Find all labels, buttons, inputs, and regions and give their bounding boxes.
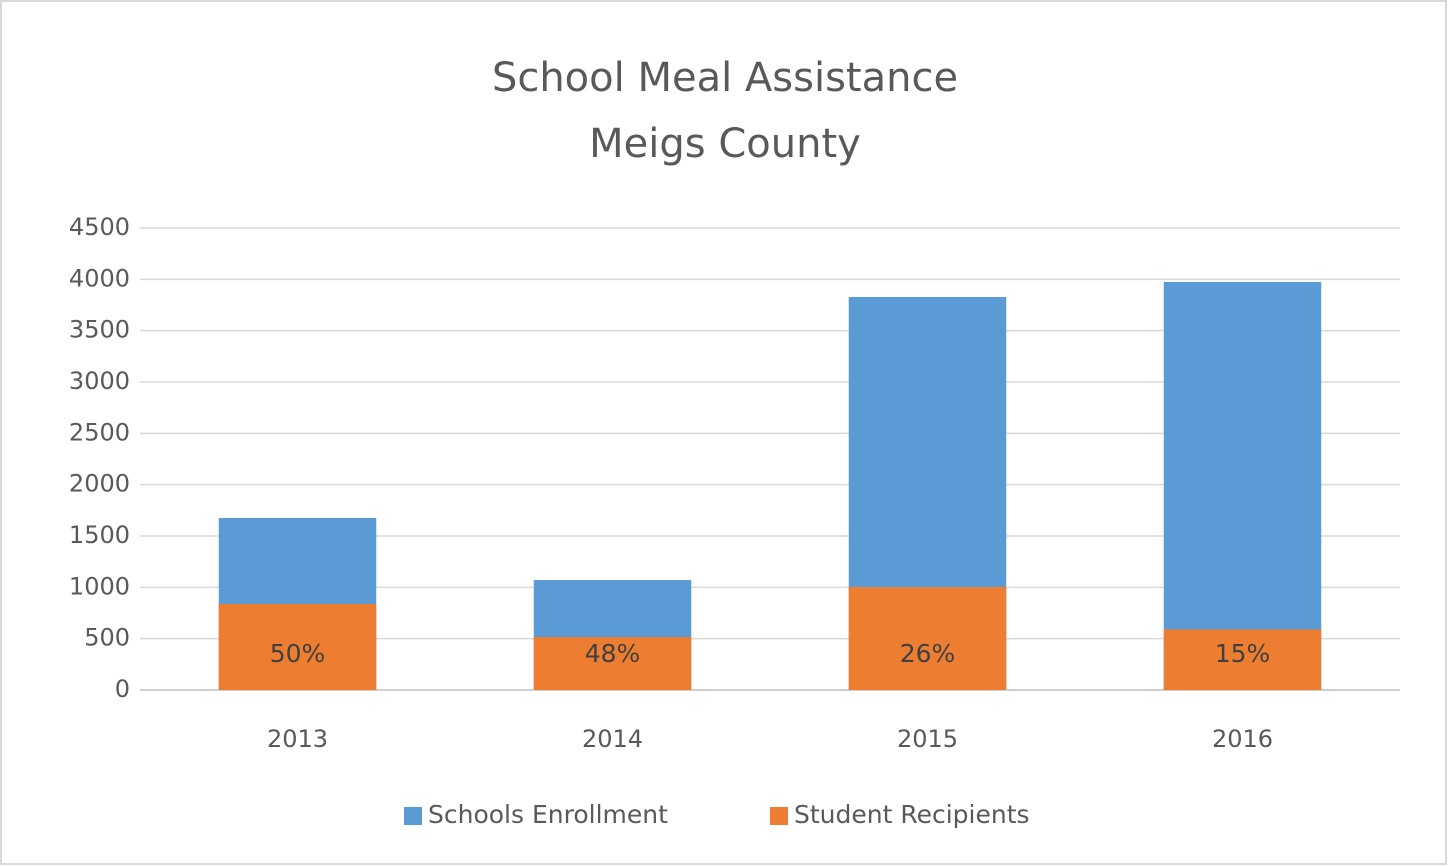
- chart-title: School Meal Assistance: [492, 55, 958, 101]
- x-tick-label: 2015: [897, 725, 958, 753]
- y-tick-label: 1000: [69, 572, 130, 600]
- y-tick-label: 4000: [69, 264, 130, 292]
- x-tick-label: 2016: [1212, 725, 1273, 753]
- y-tick-label: 500: [84, 624, 130, 652]
- x-tick-label: 2013: [267, 725, 328, 753]
- data-label: 48%: [585, 639, 641, 668]
- y-tick-label: 3500: [69, 316, 130, 344]
- data-label: 50%: [270, 639, 326, 668]
- x-tick-label: 2014: [582, 725, 643, 753]
- legend-swatch: [770, 807, 788, 825]
- y-tick-label: 0: [115, 675, 130, 703]
- data-label: 15%: [1215, 639, 1271, 668]
- legend-label: Schools Enrollment: [428, 800, 668, 829]
- data-label: 26%: [900, 639, 956, 668]
- y-tick-label: 2000: [69, 470, 130, 498]
- bar: [848, 587, 1007, 690]
- legend-swatch: [404, 807, 422, 825]
- y-tick-label: 4500: [69, 213, 130, 241]
- bar: [1163, 282, 1322, 690]
- y-tick-label: 1500: [69, 521, 130, 549]
- bar: [533, 637, 692, 690]
- chart-subtitle: Meigs County: [589, 121, 861, 167]
- y-tick-label: 3000: [69, 367, 130, 395]
- legend-label: Student Recipients: [794, 800, 1030, 829]
- bar: [1163, 629, 1322, 690]
- bar: [218, 603, 377, 690]
- y-tick-label: 2500: [69, 418, 130, 446]
